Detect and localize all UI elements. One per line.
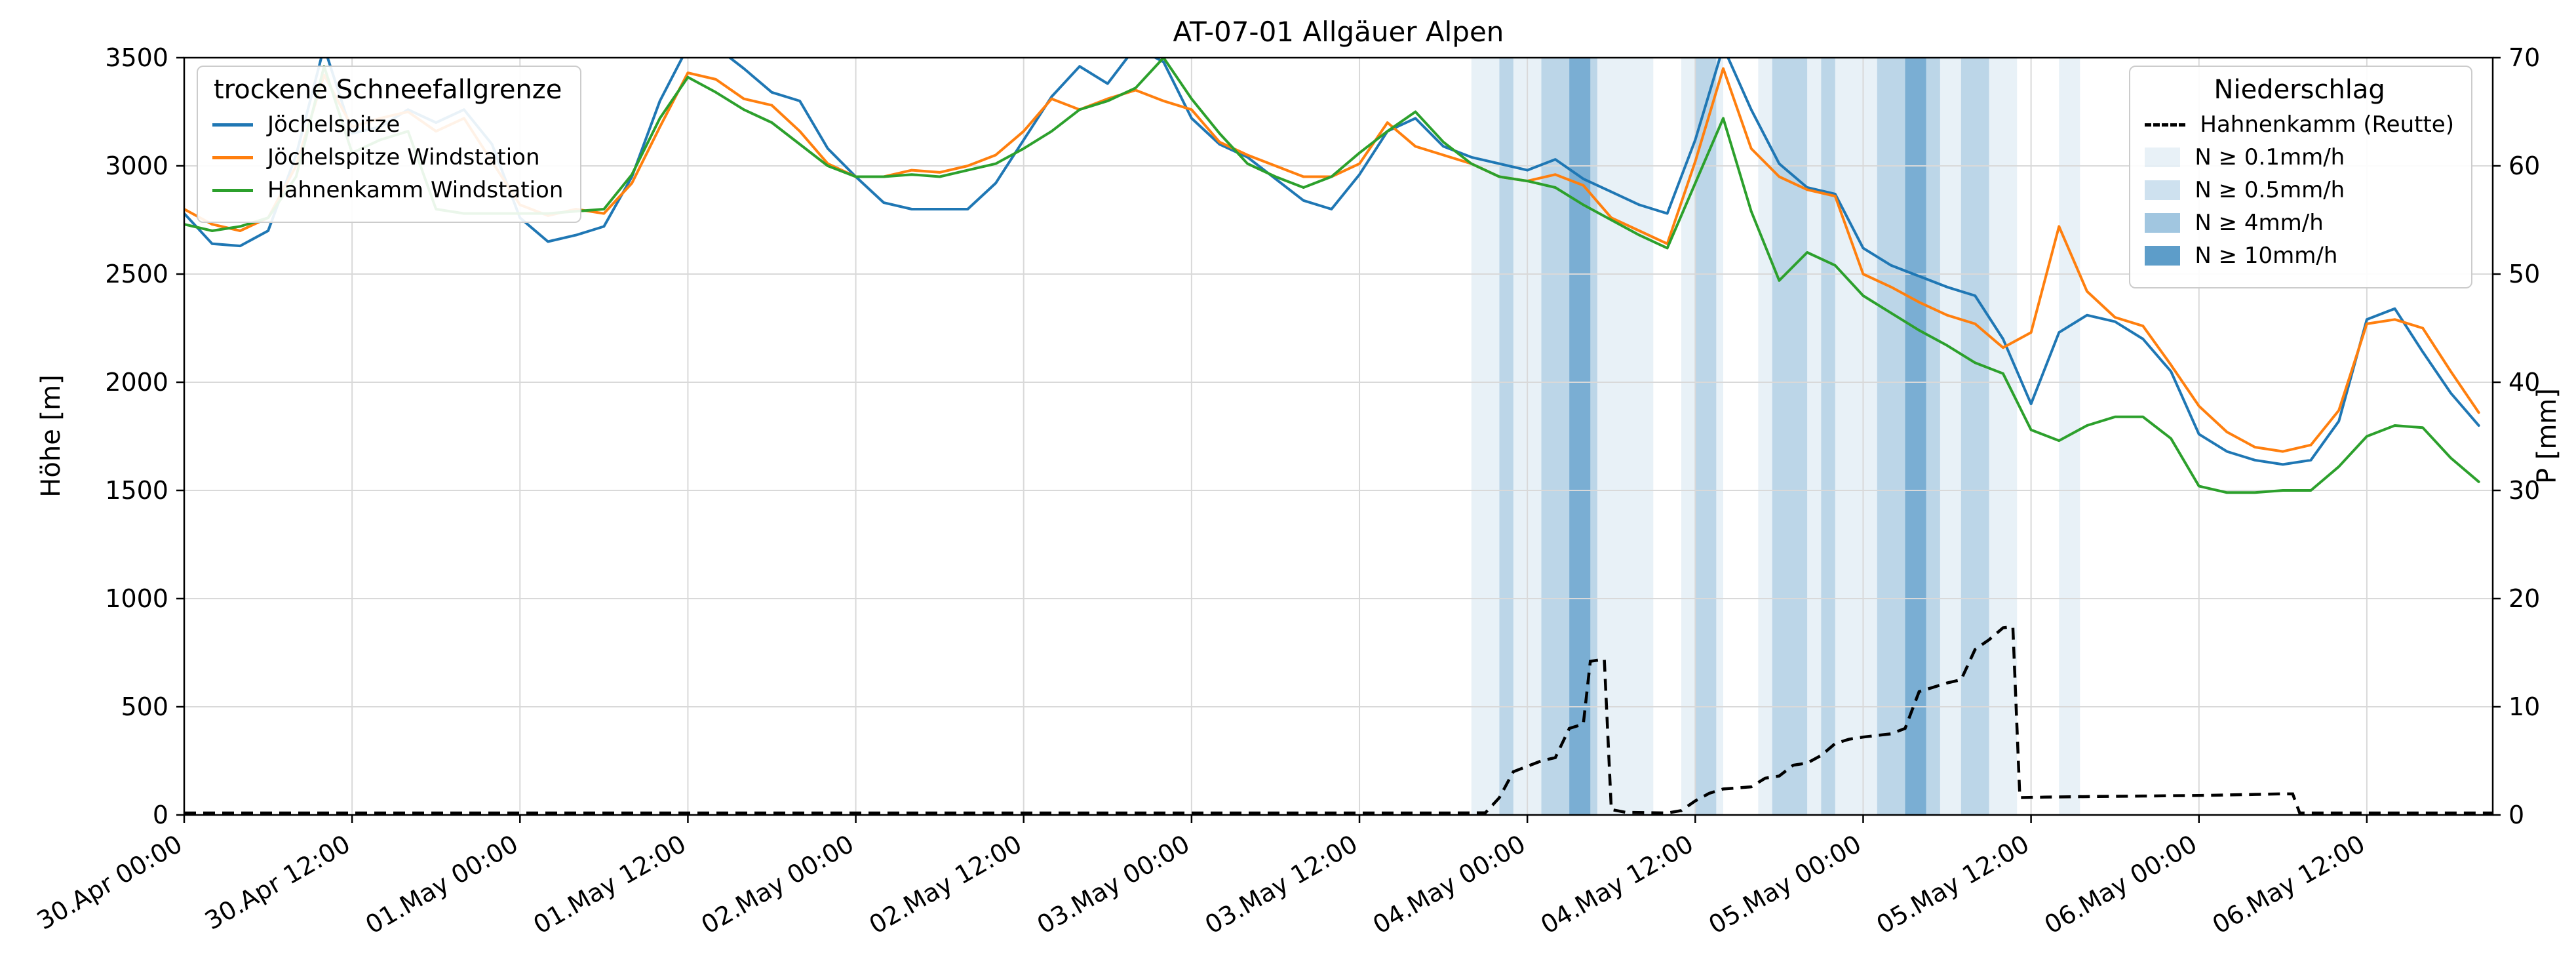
legend-snowline: trockene Schneefallgrenze Jöchelspitze Jö…: [197, 66, 582, 223]
x-tick-label: 02.May 00:00: [696, 829, 859, 940]
legend-entry-label: N ≥ 10mm/h: [2195, 243, 2338, 269]
legend-precipitation-title: Niederschlag: [2214, 75, 2385, 105]
legend-line-swatch: [212, 155, 253, 159]
legend-entry-label: Hahnenkamm (Reutte): [2200, 111, 2454, 138]
axes-spines: [183, 56, 2494, 816]
y-left-tick-label: 1500: [105, 476, 168, 505]
y-right-tick-label: 50: [2508, 260, 2540, 288]
y-left-tick-label: 500: [121, 692, 168, 721]
precip-band: [1758, 58, 1864, 815]
legend-entry: N ≥ 10mm/h: [2145, 243, 2454, 269]
precip-band: [1821, 58, 1835, 815]
y-left-tick-label: 1000: [105, 584, 168, 613]
legend-patch-swatch: [2145, 180, 2181, 200]
chart-title: AT-07-01 Allgäuer Alpen: [1173, 16, 1504, 48]
legend-snowline-entries: Jöchelspitze Jöchelspitze Windstation Hahn…: [212, 111, 563, 203]
x-tick-label: 03.May 12:00: [1200, 829, 1363, 940]
y-right-tick-label: 10: [2508, 692, 2540, 721]
y-left-tick-label: 0: [153, 801, 168, 829]
legend-entry: N ≥ 0.1mm/h: [2145, 144, 2454, 170]
precip-band: [1863, 58, 2018, 815]
legend-snowline-title: trockene Schneefallgrenze: [214, 75, 562, 105]
x-tick-label: 04.May 12:00: [1536, 829, 1698, 940]
y-left-tick-label: 3500: [105, 43, 168, 72]
precip-band: [1905, 58, 1926, 815]
legend-entry-label: Jöchelspitze Windstation: [267, 144, 540, 170]
legend-entry-label: Jöchelspitze: [267, 111, 400, 138]
legend-entry-label: N ≥ 4mm/h: [2195, 210, 2324, 236]
y-left-tick-label: 2500: [105, 260, 168, 288]
series-line: [184, 58, 2480, 466]
y-axis-label-left: Höhe [m]: [36, 374, 66, 498]
precip-band: [1695, 58, 1717, 815]
x-tick-label: 04.May 00:00: [1368, 829, 1531, 940]
y-left-tick-label: 3000: [105, 151, 168, 180]
legend-dashed-swatch: [2145, 123, 2186, 127]
x-tick-label: 03.May 00:00: [1032, 829, 1195, 940]
legend-entry: Hahnenkamm Windstation: [212, 177, 563, 203]
y-left-tick-label: 2000: [105, 368, 168, 397]
legend-patch-swatch: [2145, 213, 2181, 233]
legend-entry: N ≥ 0.5mm/h: [2145, 177, 2454, 203]
y-right-tick-label: 60: [2508, 151, 2540, 180]
x-tick-label: 01.May 00:00: [361, 829, 523, 940]
x-tick-label: 30.Apr 00:00: [32, 829, 187, 936]
legend-entry: Jöchelspitze Windstation: [212, 144, 563, 170]
x-tick-label: 05.May 12:00: [1871, 829, 2034, 940]
x-tick-label: 01.May 12:00: [528, 829, 691, 940]
x-tick-label: 05.May 00:00: [1704, 829, 1866, 940]
legend-entry: Jöchelspitze: [212, 111, 563, 138]
y-right-tick-label: 40: [2508, 368, 2540, 397]
precip-band: [1471, 58, 1654, 815]
legend-entry: Hahnenkamm (Reutte): [2145, 111, 2454, 138]
precip-line: [184, 625, 2493, 815]
precip-band: [1499, 58, 1513, 815]
legend-line-swatch: [212, 188, 253, 192]
legend-patch-swatch: [2145, 148, 2181, 167]
legend-entry-label: N ≥ 0.5mm/h: [2195, 177, 2345, 203]
x-tick-label: 02.May 12:00: [865, 829, 1027, 940]
x-tick-label: 30.Apr 12:00: [200, 829, 355, 936]
x-tick-label: 06.May 12:00: [2208, 829, 2370, 940]
legend-patch-swatch: [2145, 246, 2181, 266]
x-tick-label: 06.May 00:00: [2040, 829, 2202, 940]
legend-line-swatch: [212, 123, 253, 127]
legend-entry: N ≥ 4mm/h: [2145, 210, 2454, 236]
y-right-tick-label: 30: [2508, 476, 2540, 505]
precip-bands: [1471, 58, 2080, 815]
y-axis-label-right: P [mm]: [2532, 388, 2562, 484]
legend-entry-label: Hahnenkamm Windstation: [267, 177, 564, 203]
legend-precipitation-entries: Hahnenkamm (Reutte) N ≥ 0.1mm/h N ≥ 0.5mm/…: [2145, 111, 2454, 269]
y-right-tick-label: 70: [2508, 43, 2540, 72]
legend-entry-label: N ≥ 0.1mm/h: [2195, 144, 2345, 170]
precip-band: [1541, 58, 1597, 815]
y-right-tick-label: 20: [2508, 584, 2540, 613]
legend-precipitation: Niederschlag Hahnenkamm (Reutte) N ≥ 0.1m…: [2129, 66, 2472, 288]
precip-band: [1961, 58, 1989, 815]
y-right-tick-label: 0: [2508, 801, 2524, 829]
tick-marks: [176, 56, 2501, 823]
